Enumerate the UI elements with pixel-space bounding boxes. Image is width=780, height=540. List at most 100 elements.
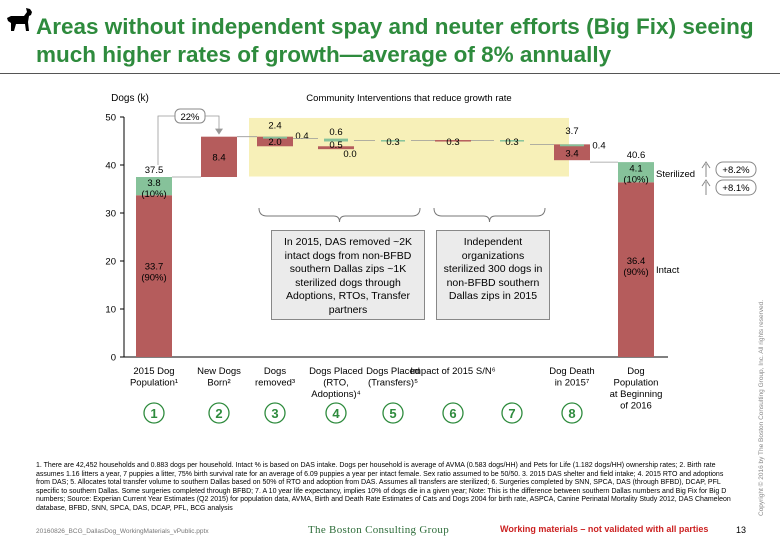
- category-label: Dogs: [264, 366, 286, 377]
- bar-percent-label: (90%): [623, 267, 648, 278]
- growth-arrow-head: [215, 128, 223, 135]
- footnote: 1. There are 42,452 households and 0.883…: [36, 462, 731, 512]
- growth-up-arrowhead: [701, 161, 711, 169]
- y-axis-title: Dogs (k): [111, 93, 149, 104]
- bar-segment-intact: [136, 195, 172, 357]
- step-number-circle: [325, 402, 347, 424]
- category-label: Dog Death: [549, 366, 594, 377]
- step-number-circle: [208, 402, 230, 424]
- bar-value-label: 3.4: [565, 149, 578, 160]
- bar-above-label: 3.7: [565, 126, 578, 137]
- growth-rate-badge: [715, 161, 757, 178]
- bar-segment-intact: [318, 146, 354, 150]
- step-number-circle: [501, 402, 523, 424]
- working-materials-warning: Working materials – not validated with a…: [500, 524, 709, 534]
- growth-badge-text: 22%: [180, 112, 200, 123]
- intact-label: Intact: [656, 265, 680, 276]
- bar-value-label: 36.4: [627, 256, 646, 267]
- category-label: Population¹: [130, 378, 178, 389]
- bar-value-label: 2.0: [268, 137, 281, 148]
- bar-side-label: 0.4: [295, 131, 308, 142]
- category-label: Born²: [207, 378, 230, 389]
- y-tick-label: 40: [105, 161, 116, 172]
- category-label: Dogs Placed: [366, 366, 420, 377]
- bar-segment-sterilized: [136, 177, 172, 196]
- category-label: removed³: [255, 378, 295, 389]
- bar-segment-sterilized: [263, 136, 287, 139]
- bar-value-label: 0.3: [386, 137, 399, 148]
- file-name: 20160826_BCG_DallasDog_WorkingMaterials_…: [36, 528, 209, 535]
- step-number-circle: [561, 402, 583, 424]
- category-label: Impact of 2015 S/N⁶: [410, 366, 495, 377]
- bar-above-label: 0.6: [329, 127, 342, 138]
- category-label: (RTO,: [323, 378, 349, 389]
- step-number: 4: [332, 406, 340, 421]
- bar-segment-intact: [201, 136, 237, 177]
- page-number: 13: [736, 525, 747, 535]
- band-label: Community Interventions that reduce grow…: [306, 93, 511, 104]
- bar-value-label: 3.8: [147, 178, 160, 189]
- category-label: Adoptions)⁴: [311, 389, 361, 400]
- step-number: 7: [508, 406, 515, 421]
- category-label: 2015 Dog: [133, 366, 174, 377]
- y-tick-label: 10: [105, 305, 116, 316]
- bar-value-label: 4.1: [629, 164, 642, 175]
- bar-value-label: 33.7: [145, 262, 164, 273]
- bar-segment-sterilized: [560, 144, 584, 147]
- waterfall-chart: Community Interventions that reduce grow…: [105, 93, 757, 424]
- step-number: 1: [150, 406, 157, 421]
- growth-rate-text: +8.2%: [722, 165, 750, 176]
- bar-segment-intact: [618, 182, 654, 357]
- y-tick-label: 30: [105, 209, 116, 220]
- bar-percent-label: (90%): [141, 273, 166, 284]
- bar-percent-label: (10%): [141, 189, 166, 200]
- step-number-circle: [264, 402, 286, 424]
- bar-value-label: 0.3: [505, 137, 518, 148]
- callout-independent: Independent organizations sterilized 300…: [436, 230, 550, 320]
- bar-value-label: 8.4: [212, 152, 225, 163]
- category-label: at Beginning: [610, 389, 663, 400]
- bar-segment-sterilized: [381, 140, 405, 142]
- step-number: 8: [568, 406, 575, 421]
- callout-brace-independent: [433, 207, 546, 223]
- category-label: (Transfers)⁵: [368, 378, 418, 389]
- step-number: 3: [271, 406, 278, 421]
- bar-total-label: 37.5: [145, 165, 164, 176]
- growth-rate-text: +8.1%: [722, 183, 750, 194]
- bar-segment-sterilized: [618, 162, 654, 183]
- bcg-brand: The Boston Consulting Group: [308, 524, 450, 536]
- growth-rate-badge: [715, 179, 757, 196]
- bar-side-label: 0.4: [592, 140, 605, 151]
- bar-above-label: 2.4: [268, 121, 281, 132]
- bar-segment-intact: [257, 136, 293, 147]
- bar-total-label: 40.6: [627, 150, 646, 161]
- interventions-highlight-band: [249, 117, 569, 177]
- y-tick-label: 0: [111, 353, 116, 364]
- step-number-circle: [143, 402, 165, 424]
- step-number: 6: [449, 406, 456, 421]
- category-label: Dogs Placed: [309, 366, 363, 377]
- bar-percent-label: (10%): [623, 175, 648, 186]
- category-label: New Dogs: [197, 366, 241, 377]
- copyright-notice: Copyright © 2016 by The Boston Consultin…: [758, 299, 765, 516]
- category-label: of 2016: [620, 401, 652, 412]
- page-title: Areas without independent spay and neute…: [36, 14, 754, 67]
- step-number-circle: [382, 402, 404, 424]
- dog-logo-icon: [7, 8, 32, 31]
- bar-segment-intact: [435, 140, 471, 142]
- sterilized-label: Sterilized: [656, 169, 695, 180]
- title-divider: [0, 73, 780, 74]
- step-number: 2: [215, 406, 222, 421]
- category-label: Population: [614, 378, 659, 389]
- bar-segment-intact: [554, 144, 590, 161]
- bar-segment-sterilized: [500, 140, 524, 142]
- step-number: 5: [389, 406, 396, 421]
- step-number-circle: [442, 402, 464, 424]
- bar-segment-sterilized: [324, 138, 348, 142]
- bar-below-label: 0.0: [343, 149, 356, 160]
- category-label: Dog: [627, 366, 644, 377]
- callout-das: In 2015, DAS removed ~2K intact dogs fro…: [271, 230, 425, 320]
- y-tick-label: 50: [105, 113, 116, 124]
- growth-up-arrowhead: [701, 179, 711, 187]
- y-tick-label: 20: [105, 257, 116, 268]
